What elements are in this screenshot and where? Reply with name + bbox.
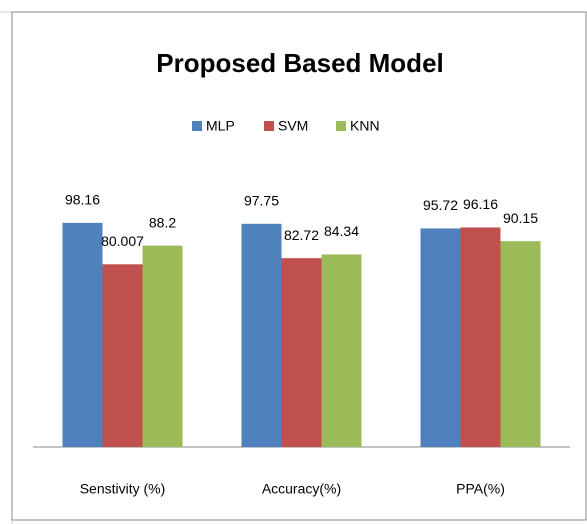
bar (321, 254, 362, 447)
bar (102, 264, 143, 447)
x-tick-label: Senstivity (%) (80, 481, 166, 497)
data-label: 96.16 (463, 196, 498, 212)
bar (420, 228, 461, 447)
data-label: 80.007 (101, 233, 144, 249)
legend-label: KNN (350, 118, 380, 134)
bar (500, 241, 541, 447)
data-label: 90.15 (503, 210, 538, 226)
x-tick-label: Accuracy(%) (262, 481, 341, 497)
data-label: 98.16 (65, 192, 100, 208)
bar (460, 227, 501, 447)
legend-swatch (336, 121, 346, 131)
legend-swatch (264, 121, 274, 131)
bar (62, 222, 103, 447)
data-label: 88.2 (149, 214, 176, 230)
data-label: 97.75 (244, 193, 279, 209)
chart-title: Proposed Based Model (156, 48, 444, 78)
data-label: 84.34 (324, 223, 359, 239)
x-tick-label: PPA(%) (456, 481, 505, 497)
legend-label: SVM (278, 118, 308, 134)
legend-label: MLP (206, 118, 235, 134)
bar (281, 258, 322, 447)
chart-frame (11, 11, 587, 521)
data-label: 82.72 (284, 227, 319, 243)
bar (142, 245, 183, 447)
data-label: 95.72 (423, 197, 458, 213)
bar (241, 223, 282, 447)
legend-swatch (192, 121, 202, 131)
